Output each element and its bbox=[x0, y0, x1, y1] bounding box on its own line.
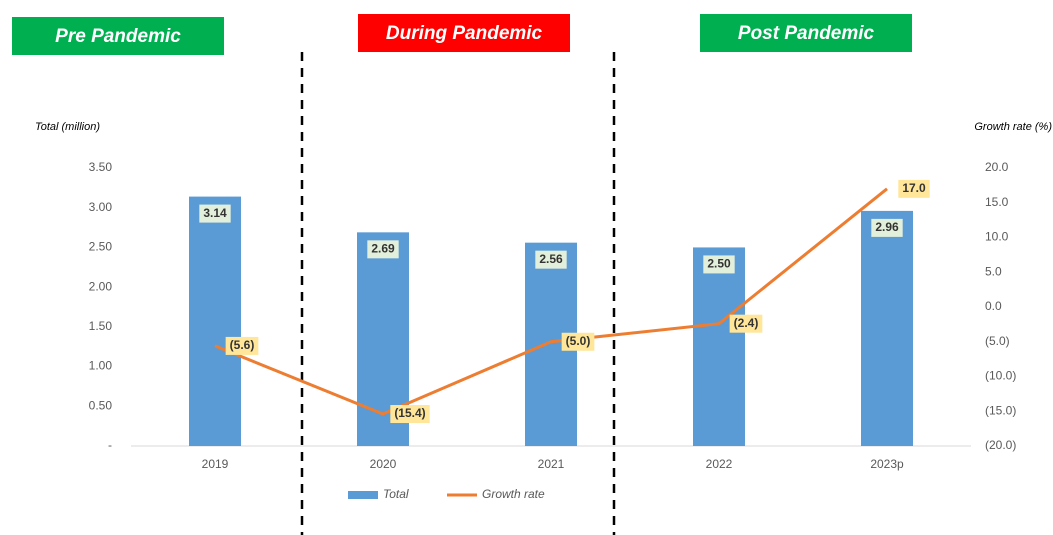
y2-tick-label: 0.0 bbox=[985, 299, 1002, 313]
line-value-label-bg bbox=[561, 332, 595, 351]
x-tick-label: 2021 bbox=[538, 457, 565, 471]
y2-tick-label: (10.0) bbox=[985, 369, 1016, 383]
bar bbox=[861, 210, 913, 446]
phase-box bbox=[700, 14, 912, 52]
line bbox=[214, 187, 888, 416]
line-value-label-bg bbox=[898, 179, 930, 198]
bar-value-label: 3.14 bbox=[203, 206, 227, 220]
y-tick-label: 0.50 bbox=[89, 398, 113, 412]
y2-tick-label: 10.0 bbox=[985, 230, 1009, 244]
y-tick-label: 3.00 bbox=[89, 200, 113, 214]
line-value-label: (5.6) bbox=[230, 338, 255, 352]
bar bbox=[189, 196, 241, 446]
phase-label: Pre Pandemic bbox=[55, 26, 181, 47]
bar-value-label-bg bbox=[871, 218, 903, 237]
y2-tick-label: (5.0) bbox=[985, 334, 1010, 348]
y-tick-label: 1.50 bbox=[89, 319, 113, 333]
bar-value-label-bg bbox=[703, 255, 735, 274]
y-tick-label: - bbox=[108, 438, 112, 452]
phase-box bbox=[358, 14, 570, 52]
line-value-label-bg bbox=[225, 336, 259, 355]
y2-axis-title: Growth rate (%) bbox=[974, 121, 1052, 133]
bar-value-label-bg bbox=[199, 204, 231, 223]
line-value-label: (15.4) bbox=[394, 406, 425, 420]
bar-value-label-bg bbox=[367, 240, 399, 259]
y2-tick-label: 20.0 bbox=[985, 160, 1009, 174]
y2-tick-label: (20.0) bbox=[985, 438, 1016, 452]
phase-box bbox=[12, 17, 224, 55]
y-axis-title: Total (million) bbox=[35, 121, 100, 133]
y2-tick-label: 15.0 bbox=[985, 195, 1009, 209]
bar-value-label: 2.50 bbox=[707, 257, 731, 271]
y-tick-label: 2.00 bbox=[89, 279, 113, 293]
phase-label: During Pandemic bbox=[386, 23, 543, 44]
bar-value-label: 2.96 bbox=[875, 220, 899, 234]
phase-label: Post Pandemic bbox=[738, 23, 875, 44]
x-tick-label: 2019 bbox=[202, 457, 229, 471]
bar-value-label: 2.69 bbox=[371, 242, 395, 256]
y2-tick-label: (15.0) bbox=[985, 403, 1016, 417]
legend-swatch bbox=[348, 491, 378, 499]
legend-label: Growth rate bbox=[482, 487, 545, 501]
line-value-label: 17.0 bbox=[902, 181, 926, 195]
x-tick-label: 2020 bbox=[370, 457, 397, 471]
bar-value-label: 2.56 bbox=[539, 252, 563, 266]
line-value-label: (2.4) bbox=[734, 316, 759, 330]
line-value-label-bg bbox=[390, 405, 430, 424]
bar-value-label-bg bbox=[535, 250, 567, 269]
legend-label: Total bbox=[383, 487, 409, 501]
y-tick-label: 3.50 bbox=[89, 160, 113, 174]
y-tick-label: 1.00 bbox=[89, 359, 113, 373]
line-value-label-bg bbox=[729, 314, 763, 333]
y2-tick-label: 5.0 bbox=[985, 264, 1002, 278]
x-tick-label: 2023p bbox=[870, 457, 904, 471]
line-value-label: (5.0) bbox=[566, 334, 591, 348]
bar bbox=[693, 247, 745, 446]
x-tick-label: 2022 bbox=[706, 457, 733, 471]
y-tick-label: 2.50 bbox=[89, 240, 113, 254]
